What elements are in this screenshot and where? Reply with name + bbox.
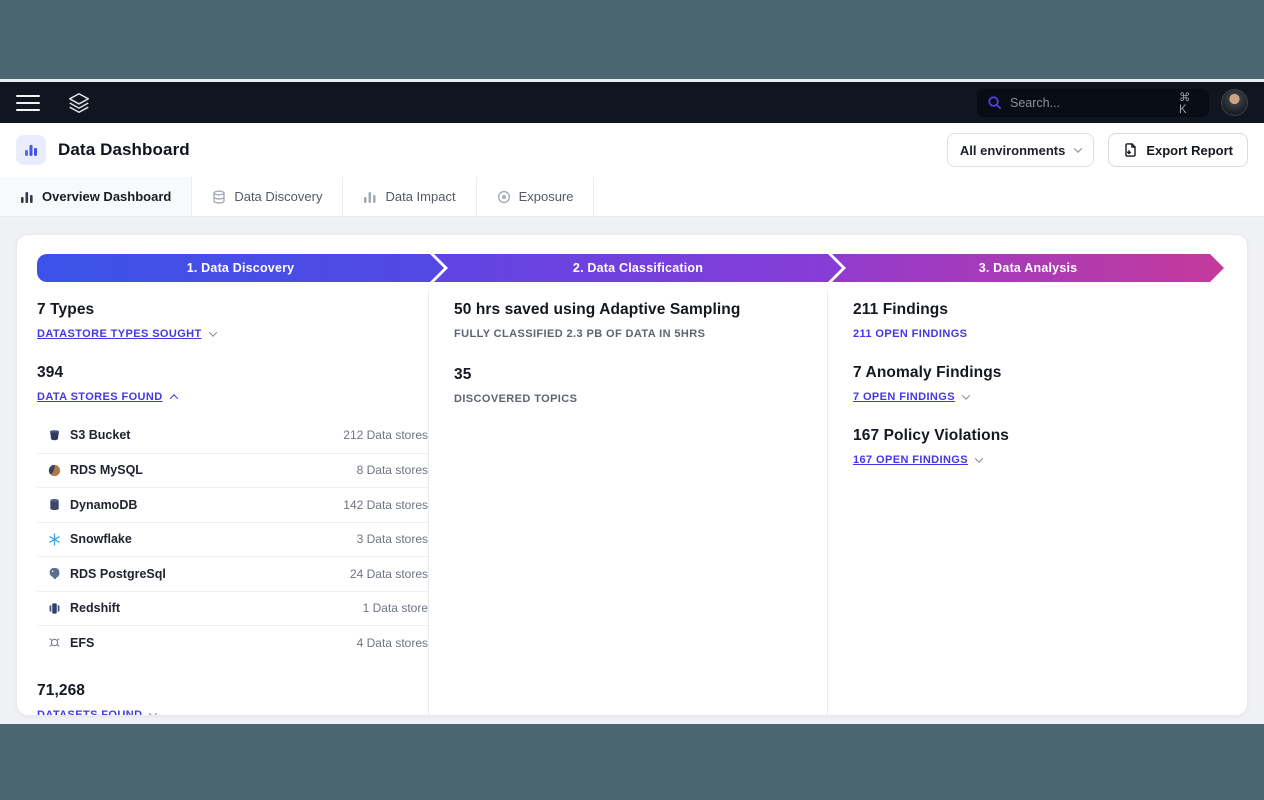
- store-name: EFS: [70, 635, 95, 650]
- page-title: Data Dashboard: [58, 140, 190, 159]
- chevron-down-icon: [1074, 144, 1083, 153]
- policy-violations-value: 167 Policy Violations: [853, 427, 1010, 444]
- anomaly-findings-value: 7 Anomaly Findings: [853, 364, 1002, 381]
- page-header: Data Dashboard All environments Export R…: [0, 123, 1264, 177]
- tab-label: Exposure: [518, 189, 574, 204]
- export-report-label: Export Report: [1146, 142, 1233, 158]
- store-name: RDS MySQL: [70, 463, 143, 478]
- bar-chart-icon: [20, 190, 34, 204]
- tab-data-discovery[interactable]: Data Discovery: [192, 177, 344, 216]
- chevron-down-icon[interactable]: [149, 708, 158, 715]
- store-count: 4 Data stores: [356, 635, 428, 650]
- search-input[interactable]: [1010, 95, 1171, 110]
- tab-label: Overview Dashboard: [42, 189, 172, 204]
- store-count: 8 Data stores: [356, 463, 428, 478]
- findings-value: 211 Findings: [853, 301, 949, 318]
- user-avatar[interactable]: [1221, 89, 1248, 116]
- policy-open-findings-link[interactable]: 167 OPEN FINDINGS: [853, 454, 968, 466]
- search-icon: [987, 95, 1002, 110]
- adaptive-sampling-headline: 50 hrs saved using Adaptive Sampling: [454, 301, 741, 318]
- store-row-snowflake[interactable]: Snowflake 3 Data stores: [37, 521, 428, 557]
- column-data-discovery: 7 Types DATASTORE TYPES SOUGHT 394 DATA …: [37, 291, 428, 716]
- store-name: RDS PostgreSql: [70, 566, 166, 581]
- chevron-down-icon[interactable]: [208, 328, 217, 337]
- tab-exposure[interactable]: Exposure: [476, 177, 595, 216]
- dynamodb-icon: [47, 498, 61, 512]
- datastore-types-value: 7 Types: [37, 301, 95, 318]
- tab-bar: Overview Dashboard Data Discovery Data: [0, 177, 1264, 217]
- store-count: 24 Data stores: [349, 566, 428, 581]
- datasets-value: 71,268: [37, 681, 86, 699]
- store-row-rds-postgresql[interactable]: RDS PostgreSql 24 Data stores: [37, 556, 428, 591]
- menu-icon[interactable]: [16, 94, 40, 111]
- chevron-up-icon[interactable]: [169, 394, 178, 403]
- tab-label: Data Impact: [385, 189, 456, 204]
- postgresql-icon: [47, 567, 61, 581]
- store-row-dynamodb[interactable]: DynamoDB 142 Data stores: [37, 487, 428, 522]
- s3-bucket-icon: [47, 428, 61, 442]
- environment-select[interactable]: All environments: [946, 133, 1095, 167]
- search-bar[interactable]: ⌘ K: [977, 88, 1209, 117]
- chevron-down-icon[interactable]: [961, 391, 971, 400]
- dashboard-icon: [16, 135, 46, 165]
- data-stores-link[interactable]: DATA STORES FOUND: [37, 391, 163, 403]
- store-count: 1 Data store: [362, 601, 428, 616]
- main-content: 1. Data Discovery 2. Data Classification…: [0, 217, 1264, 724]
- store-name: Snowflake: [70, 532, 132, 547]
- store-count: 3 Data stores: [356, 532, 428, 547]
- datasets-link[interactable]: DATASETS FOUND: [37, 708, 143, 716]
- bar-chart-icon: [363, 190, 377, 204]
- store-name: DynamoDB: [70, 497, 138, 512]
- classification-subline: FULLY CLASSIFIED 2.3 PB OF DATA IN 5HRS: [454, 328, 706, 340]
- target-icon: [497, 190, 511, 204]
- store-row-redshift[interactable]: Redshift 1 Data store: [37, 590, 428, 626]
- snowflake-icon: [47, 532, 61, 546]
- store-name: Redshift: [70, 601, 120, 616]
- store-row-efs[interactable]: EFS 4 Data stores: [37, 625, 428, 660]
- database-icon: [212, 190, 226, 204]
- column-data-classification: 50 hrs saved using Adaptive Sampling FUL…: [428, 291, 827, 715]
- metrics-columns: 7 Types DATASTORE TYPES SOUGHT 394 DATA …: [37, 291, 1227, 716]
- environment-select-value: All environments: [959, 142, 1066, 158]
- datastore-types-link[interactable]: DATASTORE TYPES SOUGHT: [37, 328, 202, 340]
- redshift-icon: [47, 601, 61, 615]
- store-row-s3-bucket[interactable]: S3 Bucket 212 Data stores: [37, 418, 428, 453]
- export-file-icon: [1123, 142, 1138, 158]
- open-findings-link[interactable]: 211 OPEN FINDINGS: [853, 328, 968, 340]
- header-actions: All environments Export Report: [946, 133, 1248, 167]
- overview-card: 1. Data Discovery 2. Data Classification…: [16, 234, 1248, 716]
- column-data-analysis: 211 Findings 211 OPEN FINDINGS 7 Anomaly…: [827, 291, 1227, 715]
- chevron-down-icon[interactable]: [974, 454, 984, 463]
- search-shortcut: ⌘ K: [1179, 91, 1191, 116]
- pipeline-step-data-discovery[interactable]: 1. Data Discovery: [37, 254, 444, 282]
- efs-icon: [47, 636, 61, 650]
- export-report-button[interactable]: Export Report: [1108, 133, 1248, 167]
- store-count: 142 Data stores: [343, 497, 428, 512]
- anomaly-open-findings-link[interactable]: 7 OPEN FINDINGS: [853, 391, 955, 403]
- pipeline-banners: 1. Data Discovery 2. Data Classification…: [37, 254, 1227, 282]
- tab-overview-dashboard[interactable]: Overview Dashboard: [0, 177, 193, 216]
- discovered-topics-value: 35: [454, 366, 472, 383]
- app-bar: ⌘ K: [0, 82, 1264, 123]
- appbar-right: ⌘ K: [977, 88, 1248, 117]
- layers-logo-icon[interactable]: [66, 90, 92, 116]
- browser-chrome-band-top: [0, 0, 1264, 79]
- pipeline-step-data-classification[interactable]: 2. Data Classification: [434, 254, 842, 282]
- data-store-list: S3 Bucket 212 Data stores RDS MySQL 8 Da…: [37, 418, 428, 660]
- mysql-icon: [47, 463, 61, 477]
- tab-data-impact[interactable]: Data Impact: [343, 177, 477, 216]
- browser-chrome-band-bottom: [0, 724, 1264, 800]
- store-name: S3 Bucket: [70, 428, 131, 443]
- store-row-rds-mysql[interactable]: RDS MySQL 8 Data stores: [37, 452, 428, 488]
- pipeline-step-data-analysis[interactable]: 3. Data Analysis: [832, 254, 1224, 282]
- discovered-topics-label: DISCOVERED TOPICS: [454, 393, 578, 405]
- store-count: 212 Data stores: [343, 428, 428, 443]
- tab-label: Data Discovery: [234, 189, 323, 204]
- data-stores-value: 394: [37, 364, 64, 381]
- window-top-edge: [0, 79, 1264, 82]
